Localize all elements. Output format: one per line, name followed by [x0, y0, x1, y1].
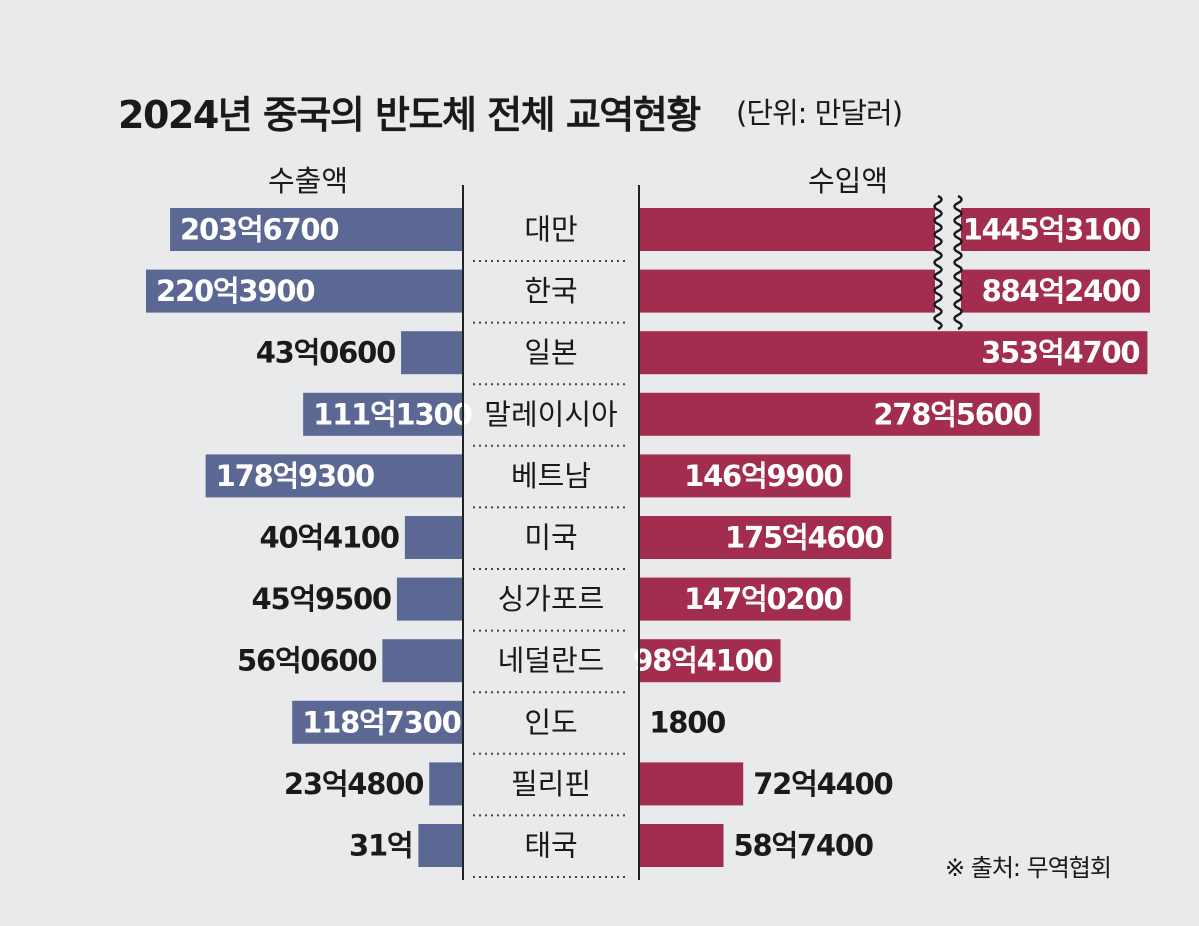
country-label: 말레이시아 [484, 397, 617, 431]
import-value-label: 58억7400 [733, 829, 872, 863]
country-label: 한국 [524, 274, 577, 308]
export-bar [404, 516, 463, 559]
export-bar [146, 269, 463, 313]
export-value-label: 111억1300 [313, 397, 471, 431]
import-value-label: 278억5600 [873, 397, 1031, 431]
country-label: 베트남 [511, 459, 591, 493]
import-value-label: 147억0200 [684, 582, 842, 616]
country-label: 싱가포르 [498, 582, 605, 616]
import-bar [639, 639, 781, 683]
source-note: ※ 출처: 무역협회 [945, 854, 1112, 882]
export-value-label: 203억6700 [180, 213, 338, 247]
import-value-label: 98억4100 [633, 644, 772, 678]
import-value-label: 72억4400 [753, 767, 892, 801]
chart-title: 2024년 중국의 반도체 전체 교역현황 [118, 93, 701, 137]
country-label: 인도 [524, 705, 577, 739]
export-bar [303, 392, 463, 436]
import-bar [639, 269, 1150, 313]
export-value-label: 56억0600 [237, 644, 376, 678]
axis-break-mark [953, 194, 963, 331]
axis-break-mark [933, 194, 943, 331]
import-value-label: 353억4700 [981, 336, 1139, 370]
country-label: 태국 [524, 829, 577, 863]
export-bar [170, 208, 463, 251]
import-value-label: 175억4600 [725, 521, 883, 555]
import-value-label: 884억2400 [982, 274, 1140, 308]
import-bar [639, 392, 1040, 436]
export-header: 수출액 [268, 164, 349, 198]
import-bar [639, 454, 851, 498]
country-label: 미국 [524, 521, 577, 555]
country-label: 필리핀 [511, 767, 591, 801]
export-value-label: 118억7300 [302, 705, 460, 739]
export-value-label: 178억9300 [216, 459, 374, 493]
export-value-label: 23억4800 [284, 767, 423, 801]
export-value-label: 220억3900 [156, 274, 314, 308]
import-bar [639, 208, 1150, 251]
import-bar [639, 762, 744, 806]
export-value-label: 43억0600 [256, 336, 395, 370]
import-value-label: 1445억3100 [963, 213, 1140, 247]
country-label: 네덜란드 [498, 644, 605, 678]
export-bar [382, 639, 463, 683]
import-bar [639, 516, 892, 559]
export-value-label: 31억 [349, 829, 412, 863]
import-value-label: 146억9900 [684, 459, 842, 493]
import-bar [639, 331, 1148, 375]
import-bar [639, 824, 724, 867]
export-value-label: 40억4100 [260, 521, 399, 555]
import-bar [639, 577, 851, 621]
country-label: 일본 [524, 336, 577, 370]
country-label: 대만 [524, 213, 577, 247]
import-value-label: 1800 [649, 705, 725, 739]
unit-note: (단위: 만달러) [736, 96, 903, 130]
export-bar [396, 577, 463, 621]
export-bar [418, 824, 463, 867]
export-bar [292, 700, 463, 744]
export-bar [429, 762, 463, 806]
export-bar [205, 454, 463, 498]
export-bar [401, 331, 463, 375]
export-value-label: 45억9500 [252, 582, 391, 616]
import-header: 수입액 [808, 164, 889, 198]
